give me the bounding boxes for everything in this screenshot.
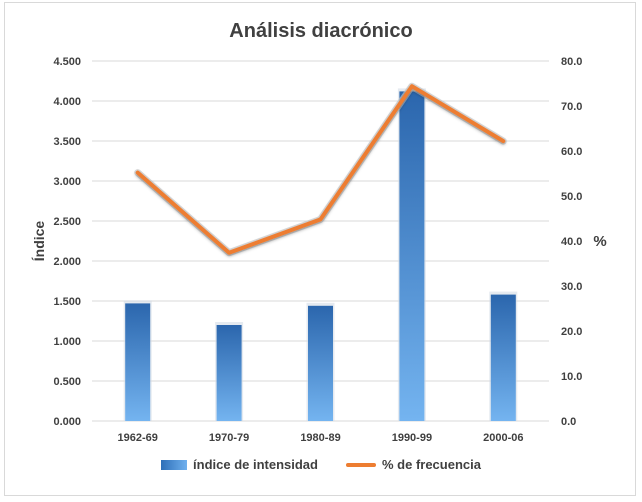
y-tick-right-label: 40.0 <box>561 236 582 248</box>
x-tick-label: 1962-69 <box>118 432 158 444</box>
legend-item-bars: índice de intensidad <box>161 457 318 472</box>
y-axis-right-label: % <box>593 233 606 250</box>
y-tick-right-label: 0.0 <box>561 416 576 428</box>
y-tick-right-label: 60.0 <box>561 146 582 158</box>
y-tick-left-label: 0.000 <box>53 416 81 428</box>
legend-item-line: % de frecuencia <box>345 457 481 472</box>
y-tick-left-label: 3.500 <box>53 136 81 148</box>
legend-label-line: % de frecuencia <box>381 457 481 472</box>
chart-title: Análisis diacrónico <box>229 20 413 42</box>
bar <box>125 303 151 421</box>
y-tick-left-label: 2.500 <box>53 216 81 228</box>
y-tick-right-label: 50.0 <box>561 191 582 203</box>
bar <box>399 91 425 422</box>
x-tick-label: 1970-79 <box>209 432 249 444</box>
y-tick-left-label: 1.000 <box>53 336 81 348</box>
y-tick-right-label: 80.0 <box>561 56 582 68</box>
x-tick-label: 1990-99 <box>392 432 432 444</box>
bar <box>308 305 333 421</box>
y-axis-left-label: Índice <box>31 221 47 262</box>
y-tick-right-label: 70.0 <box>561 101 582 113</box>
x-tick-label: 1980-89 <box>300 432 340 444</box>
y-tick-left-label: 0.500 <box>53 376 81 388</box>
y-tick-left-label: 4.500 <box>53 56 81 68</box>
bar <box>490 294 516 421</box>
y-tick-left-label: 4.000 <box>53 96 81 108</box>
y-tick-right-label: 10.0 <box>561 371 582 383</box>
legend-swatch-bars <box>161 459 188 470</box>
bar <box>216 325 242 421</box>
legend: índice de intensidad % de frecuencia <box>0 457 642 472</box>
y-tick-right-label: 30.0 <box>561 281 582 293</box>
legend-swatch-line <box>345 462 376 467</box>
y-tick-right-label: 20.0 <box>561 326 582 338</box>
y-tick-left-label: 3.000 <box>53 176 81 188</box>
x-tick-label: 2000-06 <box>483 432 523 444</box>
line-series-shadow <box>134 82 507 257</box>
y-tick-left-label: 1.500 <box>53 296 81 308</box>
legend-label-bars: índice de intensidad <box>193 457 318 472</box>
y-tick-left-label: 2.000 <box>53 256 81 268</box>
